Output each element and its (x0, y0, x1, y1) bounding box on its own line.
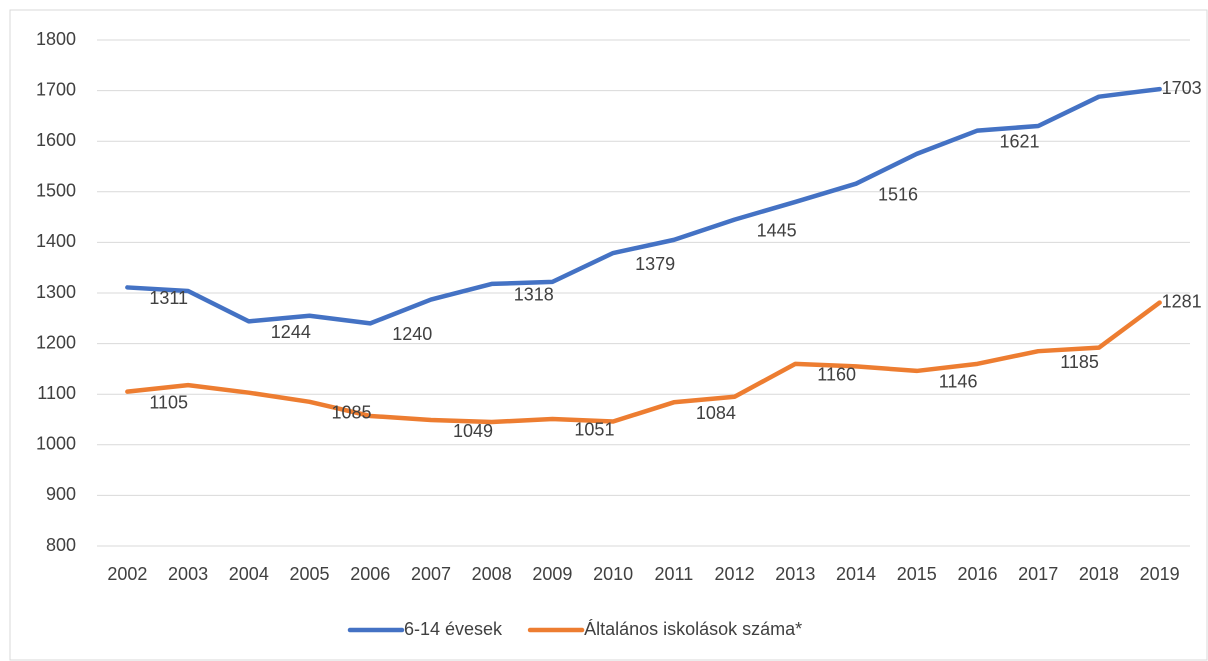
x-tick-label: 2007 (411, 564, 451, 584)
series-line (125, 300, 1162, 425)
y-tick-label: 1200 (36, 332, 76, 352)
x-tick-label: 2012 (715, 564, 755, 584)
y-tick-label: 800 (46, 535, 76, 555)
chart-frame (9, 9, 1208, 661)
x-tick-label: 2018 (1079, 564, 1119, 584)
legend-label: 6-14 évesek (404, 619, 503, 639)
y-tick-label: 1100 (37, 383, 76, 403)
y-tick-label: 1700 (36, 79, 76, 99)
data-label: 1105 (149, 392, 188, 412)
series-line (125, 86, 1162, 326)
y-tick-label: 1300 (36, 282, 76, 302)
x-tick-label: 2011 (655, 564, 694, 584)
data-label: 1244 (271, 322, 311, 342)
data-label: 1445 (757, 220, 797, 240)
data-label: 1085 (332, 403, 372, 423)
x-tick-label: 2003 (168, 564, 208, 584)
x-tick-label: 2016 (957, 564, 997, 584)
x-tick-label: 2013 (775, 564, 815, 584)
y-tick-label: 1500 (36, 181, 76, 201)
y-tick-label: 900 (46, 484, 76, 504)
data-label: 1318 (514, 285, 554, 305)
x-tick-label: 2008 (472, 564, 512, 584)
x-tick-label: 2017 (1018, 564, 1058, 584)
data-label: 1185 (1060, 352, 1099, 372)
data-label: 1049 (453, 421, 493, 441)
legend-label: Általános iskolások száma* (584, 619, 802, 639)
data-label: 1379 (635, 254, 675, 274)
x-tick-label: 2002 (107, 564, 147, 584)
data-label: 1281 (1162, 291, 1202, 311)
x-tick-label: 2009 (532, 564, 572, 584)
data-label: 1240 (392, 324, 432, 344)
data-label: 1051 (574, 420, 614, 440)
y-tick-label: 1800 (36, 29, 76, 49)
data-label: 1084 (696, 403, 736, 423)
x-tick-label: 2015 (897, 564, 937, 584)
x-tick-label: 2006 (350, 564, 390, 584)
y-tick-label: 1000 (36, 434, 76, 454)
x-tick-label: 2014 (836, 564, 876, 584)
data-label: 1311 (149, 288, 188, 308)
x-tick-label: 2019 (1140, 564, 1180, 584)
data-label: 1703 (1162, 78, 1202, 98)
x-tick-label: 2010 (593, 564, 633, 584)
data-label: 1146 (939, 372, 978, 392)
data-label: 1621 (999, 131, 1039, 151)
x-tick-label: 2004 (229, 564, 269, 584)
x-tick-label: 2005 (290, 564, 330, 584)
y-tick-label: 1400 (36, 231, 76, 251)
data-label: 1160 (817, 365, 856, 385)
data-label: 1516 (878, 184, 918, 204)
y-tick-label: 1600 (36, 130, 76, 150)
